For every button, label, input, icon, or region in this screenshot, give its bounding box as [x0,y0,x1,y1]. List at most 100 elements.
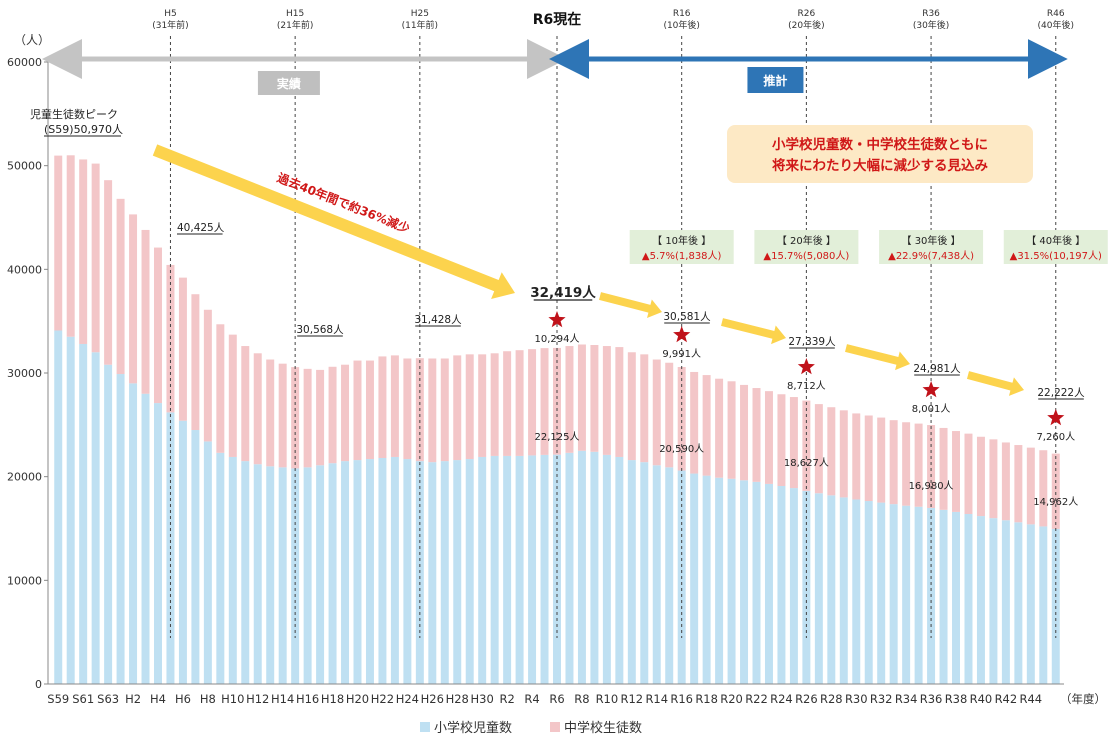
ref-year-label: H15 [286,9,304,19]
bar-elementary-H2 [129,383,138,684]
bar-junior-R40 [976,436,985,517]
bar-elementary-R9 [590,451,599,684]
x-tick-label-R30: R30 [845,692,868,706]
bar-elementary-R2 [503,455,512,684]
x-tick-label-S63: S63 [97,692,119,706]
junior-label-R16: 9,991人 [662,348,701,360]
bar-elementary-H10 [228,456,237,684]
total-label-R16: 30,581人 [663,311,711,323]
change-box-value: ▲15.7%(5,080人) [763,250,849,262]
x-tick-label-H28: H28 [446,692,469,706]
bar-elementary-R31 [864,501,873,684]
bar-elementary-R1 [490,455,499,684]
bar-elementary-R40 [976,516,985,684]
projection-badge [747,67,804,93]
ref-offset-label: (31年前) [152,19,188,31]
x-tick-label-R44: R44 [1020,692,1043,706]
bar-elementary-H6 [178,420,187,684]
bar-junior-R14 [652,359,661,466]
trend-arrow-projection-4 [966,371,1024,396]
bar-elementary-R4 [528,455,537,684]
ref-year-label: R36 [922,9,940,19]
bar-elementary-H29 [465,459,474,684]
bar-junior-R37 [939,427,948,510]
bar-elementary-R26 [802,490,811,684]
bar-elementary-H12 [253,464,262,684]
bar-junior-R41 [989,439,998,519]
bar-junior-R17 [690,371,699,474]
bar-junior-R7 [565,346,574,453]
bar-elementary-R41 [989,518,998,684]
ref-offset-label: (40年後) [1038,19,1074,31]
total-label-H25: 31,428人 [414,314,462,326]
bar-elementary-H16 [303,467,312,684]
x-tick-label-H2: H2 [125,692,141,706]
star-marker-R26 [797,358,815,375]
ref-offset-label: (20年後) [788,19,824,31]
bar-junior-H29 [465,354,474,460]
x-tick-label-R16: R16 [670,692,693,706]
bar-elementary-R42 [1001,520,1010,684]
bar-elementary-R7 [565,452,574,684]
bar-junior-H14 [278,363,287,468]
x-tick-label-R4: R4 [524,692,539,706]
x-tick-label-H24: H24 [396,692,419,706]
headline-line2: 将来にわたり大幅に減少する見込み [772,157,988,174]
x-tick-label-R22: R22 [745,692,768,706]
bar-junior-H6 [178,277,187,421]
trend-arrows-group: 実績 推計 [42,39,1068,396]
change-box-value: ▲5.7%(1,838人) [642,250,722,262]
bar-elementary-R39 [964,513,973,684]
bar-junior-R29 [839,410,848,498]
bar-junior-R9 [590,345,599,452]
bar-elementary-H7 [191,430,200,684]
x-tick-label-R32: R32 [870,692,893,706]
x-tick-label-H4: H4 [150,692,166,706]
trend-arrow-historical [152,144,515,299]
legend-swatch-elementary [420,722,430,732]
bar-junior-R38 [952,431,961,512]
bar-junior-H27 [440,358,449,462]
x-tick-label-R20: R20 [720,692,743,706]
total-label-H5: 40,425人 [177,222,225,234]
total-label-R36: 24,981人 [913,363,961,375]
bar-junior-H12 [253,353,262,465]
legend-label-junior: 中学校生徒数 [564,720,642,736]
bar-junior-R24 [777,394,786,486]
elementary-label-R16: 20,590人 [659,443,704,455]
bar-elementary-R3 [515,455,524,684]
bar-elementary-H30 [478,456,487,684]
peak-label-title: 児童生徒数ピーク [30,107,118,121]
peak-label-value: (S59)50,970人 [44,123,123,136]
bar-elementary-R13 [640,462,649,684]
bar-elementary-R20 [727,478,736,684]
change-box-value: ▲22.9%(7,438人) [888,250,974,262]
bar-junior-R2 [503,351,512,456]
x-tick-label-H18: H18 [321,692,344,706]
bar-elementary-S62 [91,352,100,684]
bar-junior-R25 [789,397,798,489]
x-tick-label-R10: R10 [596,692,619,706]
bar-junior-H17 [316,369,325,466]
bar-elementary-R14 [652,465,661,684]
legend-swatch-junior [550,722,560,732]
bar-junior-R15 [665,362,674,468]
legend: 小学校児童数 中学校生徒数 [420,720,642,736]
bar-junior-R27 [814,404,823,494]
bar-junior-R33 [889,420,898,505]
star-marker-R46 [1047,409,1065,426]
bar-junior-H7 [191,294,200,431]
x-tick-label-H30: H30 [471,692,494,706]
y-tick-label: 60000 [7,56,42,69]
x-tick-label-H8: H8 [200,692,216,706]
bar-junior-R8 [577,344,586,451]
x-tick-label-S61: S61 [72,692,94,706]
bar-elementary-R34 [902,505,911,684]
x-tick-label-R8: R8 [574,692,589,706]
bar-elementary-R28 [827,495,836,684]
bar-junior-R5 [540,348,549,455]
bar-elementary-S60 [66,336,75,684]
junior-label-R36: 8,001人 [912,403,951,415]
bar-junior-S63 [104,180,113,365]
ref-offset-label: (11年前) [402,19,438,31]
